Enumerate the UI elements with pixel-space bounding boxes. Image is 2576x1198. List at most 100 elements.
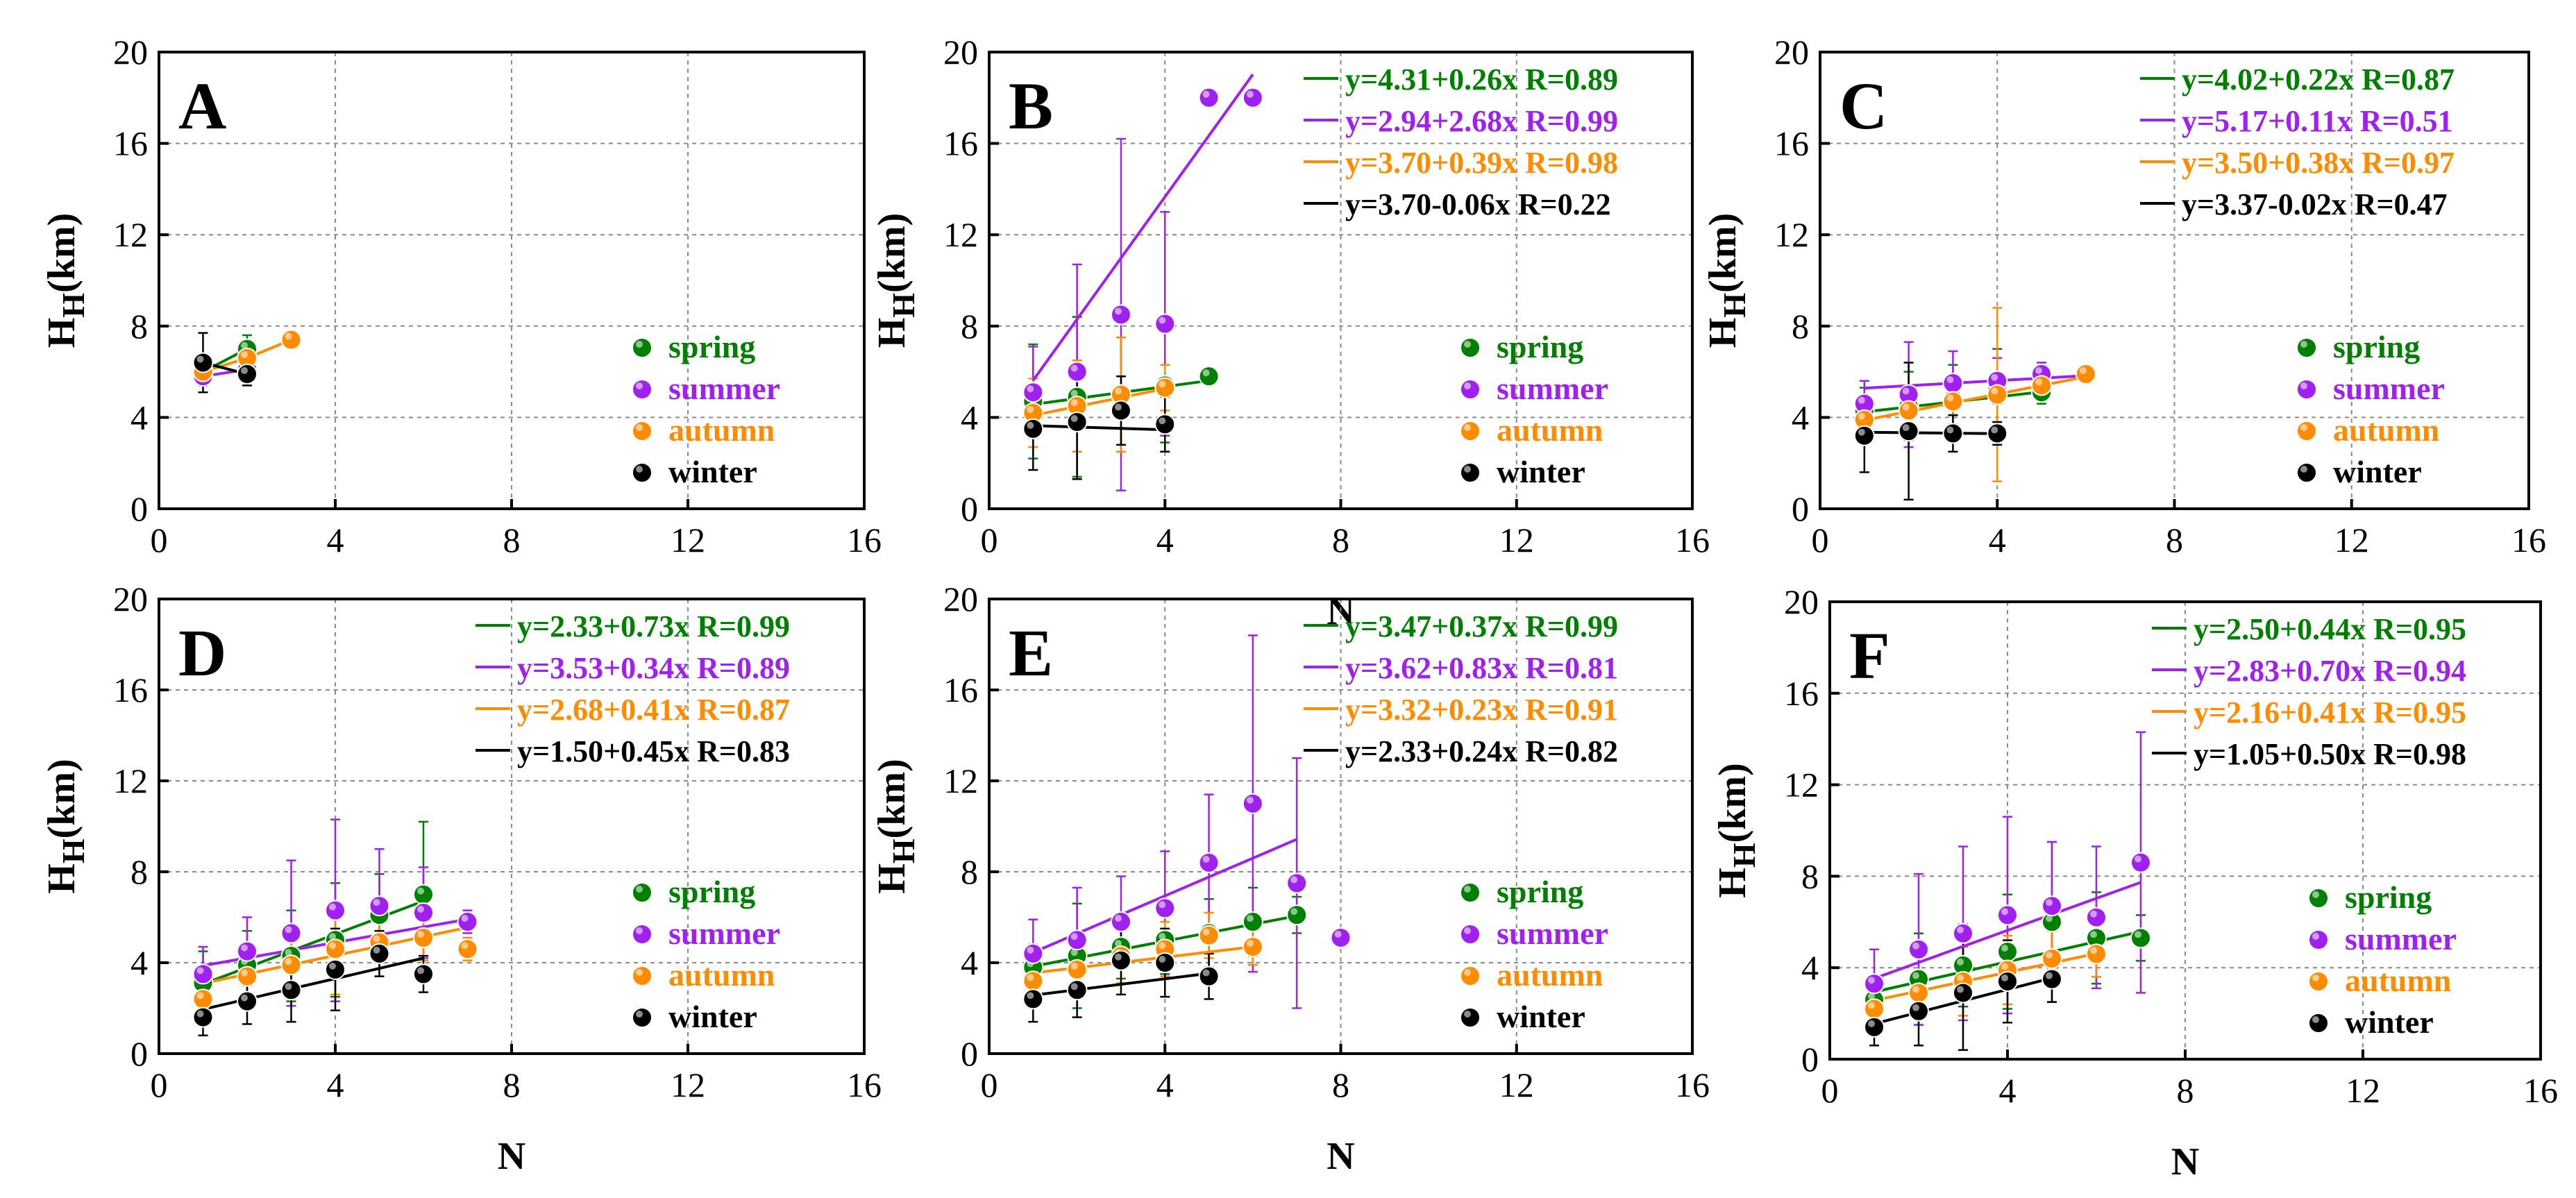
marker-highlight	[2001, 908, 2008, 916]
fit-equation: y=2.94+2.68x R=0.99	[1345, 104, 1618, 138]
marker-summer	[1198, 87, 1220, 108]
x-tick-label: 16	[2523, 1071, 2558, 1110]
marker-highlight	[1991, 426, 1998, 434]
y-tick-label: 16	[1784, 674, 1819, 713]
marker-highlight	[1114, 387, 1122, 395]
fit-equation: y=5.17+0.11x R=0.51	[2182, 104, 2453, 138]
marker-winter	[280, 979, 302, 1001]
marker-winter	[1997, 970, 2018, 992]
fit-equation: y=2.33+0.73x R=0.99	[517, 609, 790, 643]
marker-highlight	[2046, 972, 2053, 979]
marker-highlight	[1946, 426, 1954, 434]
marker-highlight	[373, 946, 380, 954]
fit-equation: y=4.02+0.22x R=0.87	[2182, 62, 2455, 96]
marker-winter	[1110, 400, 1131, 421]
marker-highlight	[461, 942, 469, 950]
y-tick-label: 16	[113, 124, 148, 163]
legend-marker-highlight	[636, 969, 643, 976]
marker-summer	[1110, 911, 1131, 933]
legend-label-winter: winter	[1497, 454, 1585, 489]
marker-highlight	[1902, 403, 1910, 411]
y-tick-label: 12	[113, 761, 148, 800]
y-tick-label: 16	[943, 670, 978, 709]
marker-summer	[1953, 922, 1973, 944]
legend-label-summer: summer	[668, 371, 780, 406]
y-tick-label: 16	[113, 670, 148, 709]
y-axis-label: HH(km)	[870, 213, 921, 348]
marker-autumn	[325, 938, 346, 960]
legend-marker-highlight	[636, 382, 643, 389]
marker-highlight	[1246, 90, 1254, 98]
legend-label-autumn: autumn	[668, 412, 775, 448]
legend-marker-spring	[2296, 337, 2317, 358]
x-tick-label: 4	[1999, 1071, 2017, 1110]
y-tick-label: 0	[1792, 489, 1809, 528]
marker-autumn	[1022, 970, 1044, 992]
x-tick-label: 8	[503, 521, 521, 559]
fit-line	[1033, 424, 1165, 432]
marker-winter	[1110, 950, 1131, 971]
marker-highlight	[329, 962, 336, 970]
marker-highlight	[1912, 972, 1919, 979]
marker-summer	[1908, 938, 1929, 960]
y-tick-label: 4	[1792, 398, 1809, 437]
marker-autumn	[457, 938, 478, 960]
marker-highlight	[2001, 963, 2008, 970]
marker-winter	[192, 1006, 214, 1028]
x-tick-label: 12	[1499, 521, 1534, 559]
x-tick-label: 12	[2334, 521, 2369, 559]
y-tick-label: 8	[131, 307, 148, 346]
legend-marker-summer	[632, 924, 653, 945]
panel-letter: C	[1840, 69, 1887, 143]
marker-highlight	[1246, 915, 1254, 922]
panel-e: 0 4 8 12 16 0 4 8 12 16 20 HH(km) N E y=3.47+0.37x R=0…	[870, 580, 1710, 1178]
marker-summer	[457, 911, 478, 933]
legend-marker-highlight	[1464, 927, 1471, 934]
y-axis-label: HH(km)	[1711, 763, 1762, 897]
marker-highlight	[1114, 915, 1122, 922]
legend-marker-summer	[2296, 379, 2317, 400]
marker-winter	[325, 959, 346, 980]
marker-winter	[369, 943, 390, 964]
legend-label-autumn: autumn	[2345, 963, 2451, 998]
marker-highlight	[417, 930, 424, 938]
marker-highlight	[1290, 876, 1298, 884]
marker-summer	[1942, 373, 1964, 394]
marker-winter	[1154, 414, 1176, 435]
x-tick-label: 0	[1812, 521, 1829, 559]
x-tick-label: 8	[1332, 1065, 1349, 1104]
fit-line	[1033, 972, 1209, 997]
marker-highlight	[1868, 993, 1875, 1000]
marker-autumn	[280, 329, 302, 351]
legend-marker-winter	[632, 462, 653, 483]
marker-winter	[1022, 418, 1044, 439]
x-tick-label: 16	[1675, 521, 1710, 559]
marker-winter	[1154, 952, 1176, 973]
marker-highlight	[329, 933, 336, 940]
x-tick-label: 16	[847, 1065, 882, 1104]
marker-highlight	[2135, 855, 2141, 863]
legend-marker-summer	[1460, 924, 1481, 945]
marker-winter	[1864, 1016, 1885, 1038]
marker-summer	[1997, 904, 2018, 926]
marker-summer	[1066, 361, 1088, 382]
marker-highlight	[285, 983, 292, 990]
legend-marker-autumn	[1460, 965, 1481, 986]
marker-highlight	[1902, 387, 1910, 395]
marker-highlight	[1246, 940, 1254, 947]
marker-highlight	[1070, 364, 1078, 372]
legend-label-summer: summer	[2345, 921, 2457, 956]
marker-highlight	[1159, 933, 1166, 940]
legend-marker-highlight	[1464, 382, 1471, 389]
legend-marker-highlight	[636, 927, 643, 934]
marker-autumn	[280, 954, 302, 976]
panel-letter: D	[178, 616, 226, 690]
y-tick-label: 4	[961, 398, 978, 437]
y-tick-label: 0	[1801, 1040, 1819, 1079]
marker-highlight	[1912, 986, 1919, 993]
marker-highlight	[417, 887, 424, 895]
marker-summer	[1022, 382, 1044, 403]
fit-equation: y=3.53+0.34x R=0.89	[517, 651, 790, 685]
marker-summer	[369, 895, 390, 917]
legend-marker-summer	[2308, 929, 2329, 950]
